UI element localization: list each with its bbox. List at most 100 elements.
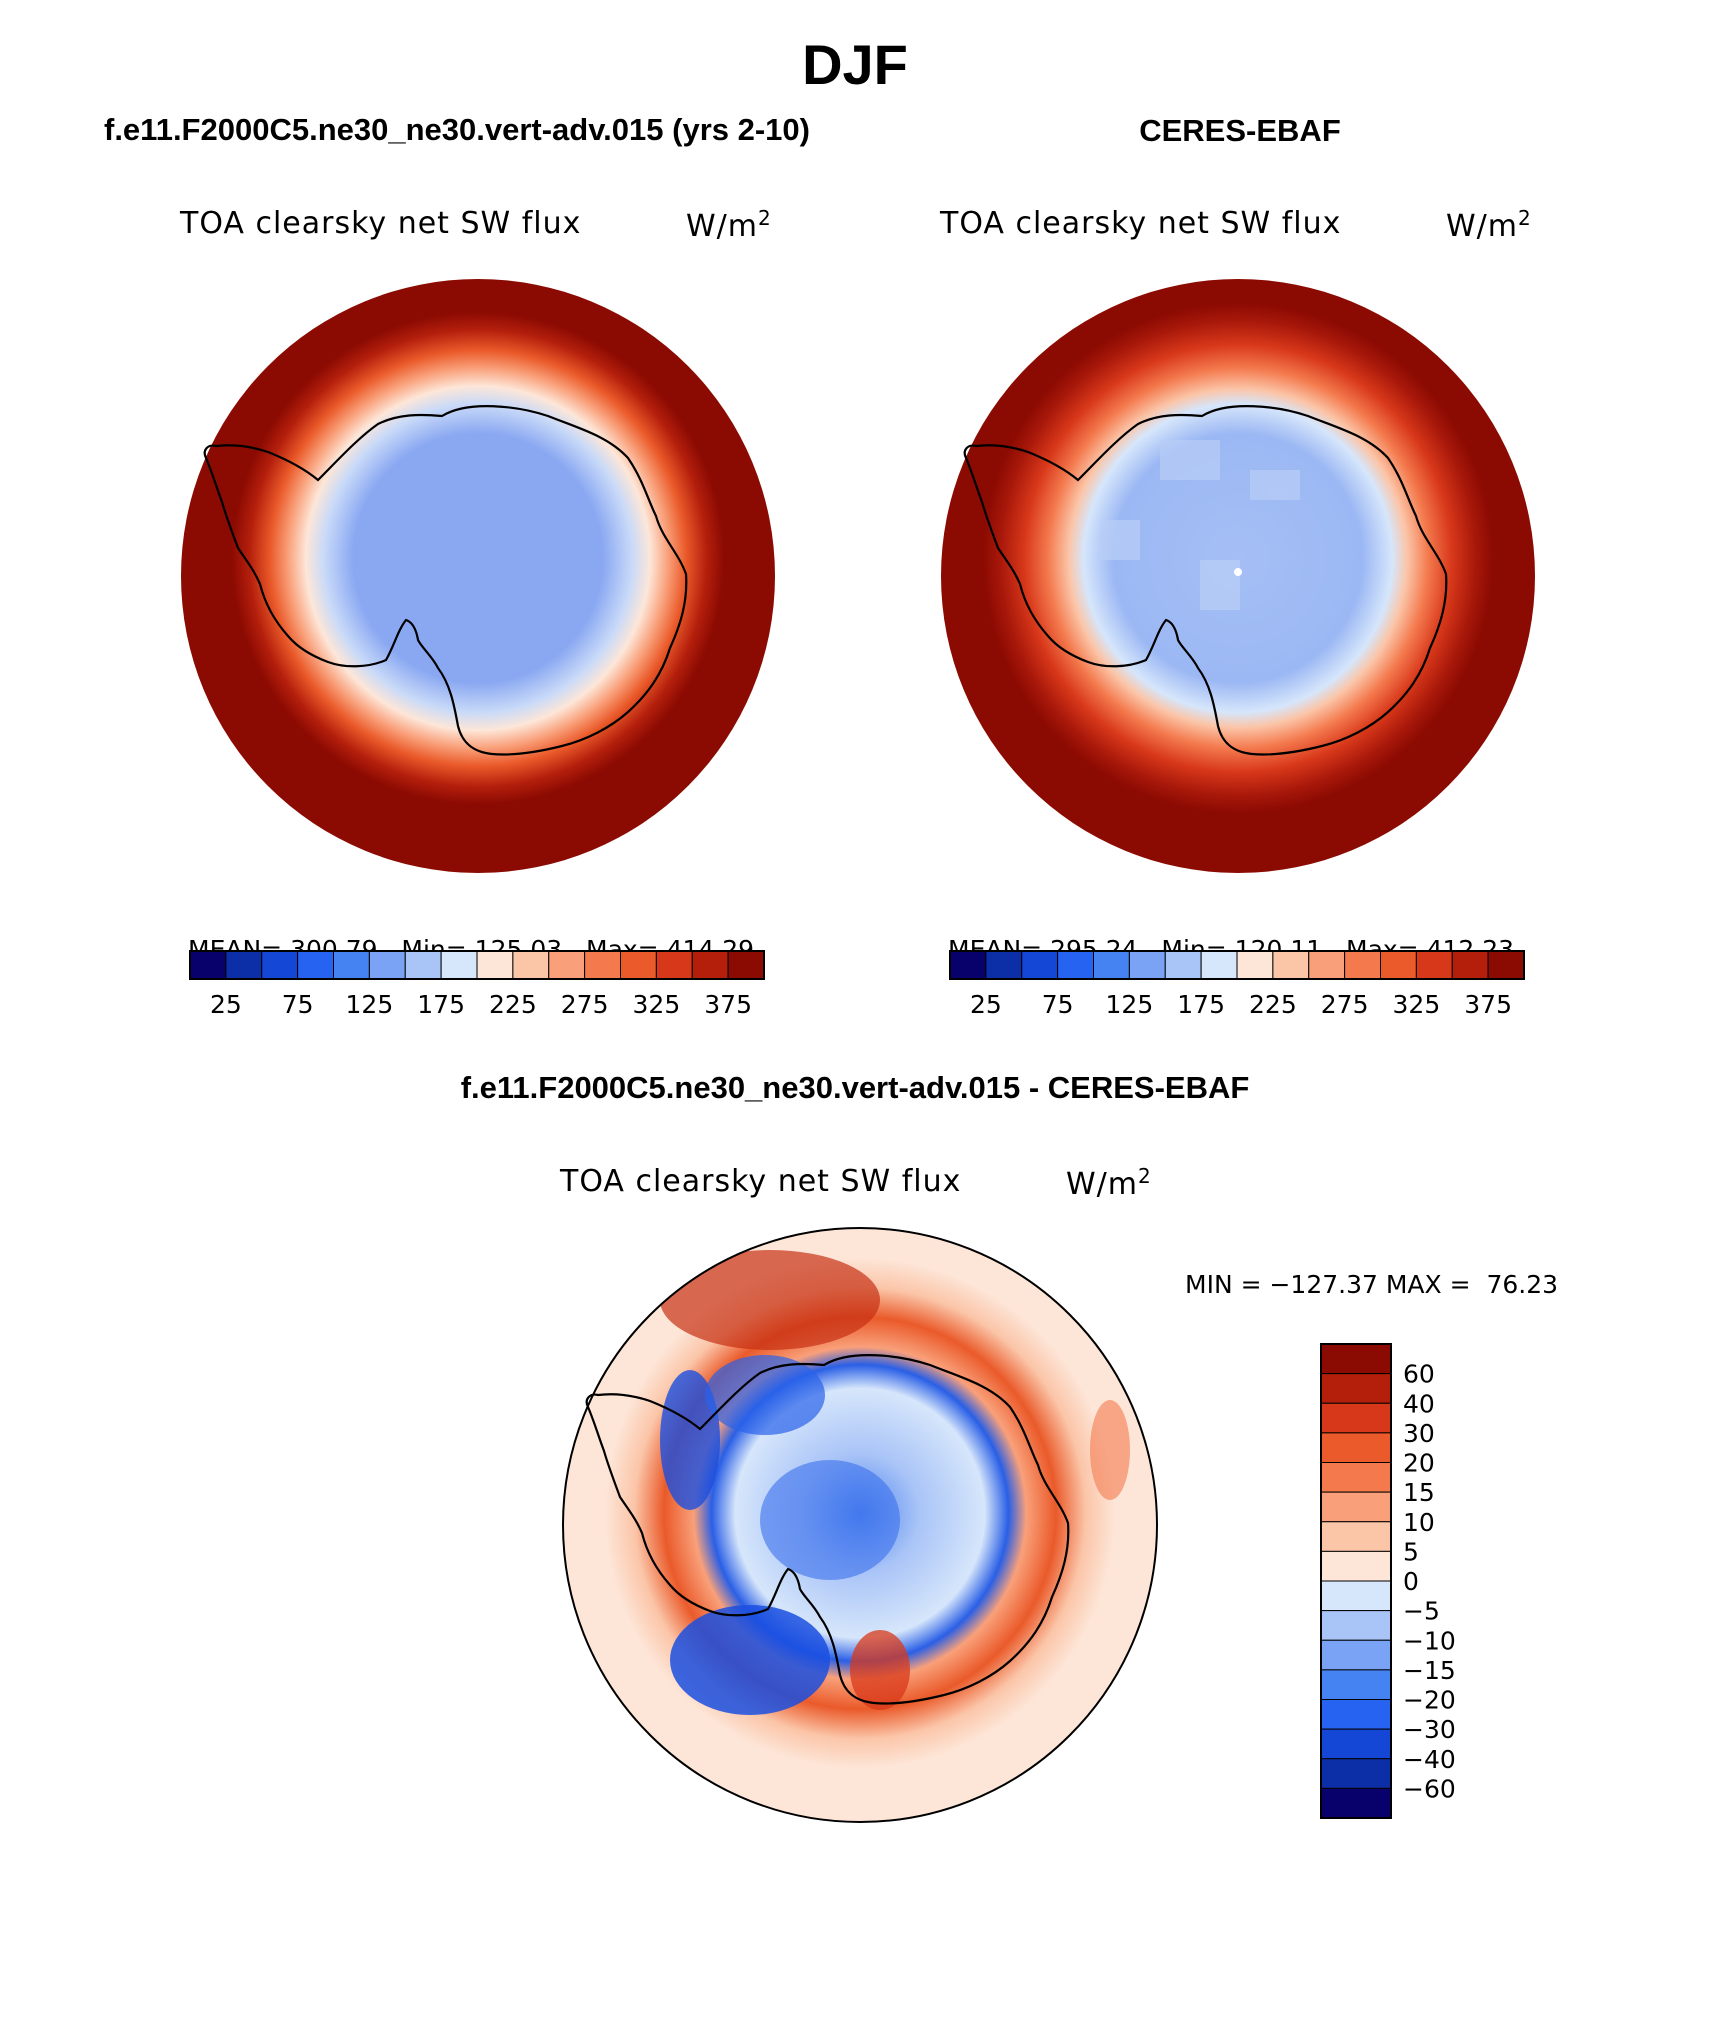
panel3-colorbar-cell bbox=[1320, 1580, 1392, 1612]
panel1-colorbar-cell bbox=[620, 950, 657, 980]
panel1-coastline bbox=[203, 405, 688, 756]
panel3-units: W/m2 bbox=[1066, 1164, 1152, 1202]
panel2-colorbar-cell bbox=[1057, 950, 1094, 980]
panel3-colorbar-tick-label: 60 bbox=[1403, 1360, 1435, 1389]
panel3-colorbar-tick-label: 30 bbox=[1403, 1419, 1435, 1448]
panel1-colorbar-tick-label: 325 bbox=[633, 990, 681, 1019]
panel1-colorbar-cell bbox=[189, 950, 227, 980]
panel3-colorbar-cell bbox=[1320, 1402, 1392, 1434]
panel3-colorbar-frame bbox=[1320, 1343, 1392, 1819]
panel3-colorbar-cell bbox=[1320, 1550, 1392, 1582]
panel2-pole-marker bbox=[1234, 568, 1242, 576]
panel2-colorbar-cell bbox=[1093, 950, 1130, 980]
panel1-colorbar: 25 75 125 175 225 275 325 375 bbox=[189, 950, 765, 1019]
panel3-colorbar-tick-label: 15 bbox=[1403, 1478, 1435, 1507]
panel2-colorbar-cell bbox=[1236, 950, 1274, 980]
panel2-units: W/m2 bbox=[1446, 206, 1532, 244]
panel2-colorbar-tick-label: 325 bbox=[1393, 990, 1441, 1019]
panel3-label: f.e11.F2000C5.ne30_ne30.vert-adv.015 - C… bbox=[460, 1070, 1250, 1105]
panel2-title: TOA clearsky net SW flux bbox=[940, 206, 1342, 241]
panel1-units-text: W/m bbox=[686, 209, 758, 244]
panel3-colorbar-tick-label: −5 bbox=[1403, 1597, 1440, 1626]
panel1-units-sup: 2 bbox=[758, 206, 772, 230]
panel2-units-text: W/m bbox=[1446, 209, 1518, 244]
panel2-colorbar-cell bbox=[1451, 950, 1489, 980]
panel3-title: TOA clearsky net SW flux bbox=[560, 1164, 962, 1199]
panel1-colorbar-cell bbox=[225, 950, 263, 980]
panel2-colorbar-cell bbox=[1487, 950, 1525, 980]
panel1-colorbar-cell bbox=[261, 950, 299, 980]
panel1-colorbar-tick-label: 225 bbox=[489, 990, 537, 1019]
panel2-colorbar-cell bbox=[1308, 950, 1346, 980]
panel2-colorbar: 25 75 125 175 225 275 325 375 bbox=[949, 950, 1525, 1019]
panel2-colorbar-cell bbox=[1272, 950, 1310, 980]
panel2-blocky-overlay bbox=[1100, 440, 1300, 610]
panel3-colorbar-cell bbox=[1320, 1373, 1392, 1404]
panel1-colorbar-cell bbox=[512, 950, 550, 980]
panel2-colorbar-frame bbox=[949, 950, 1525, 980]
panel3-colorbar-cell bbox=[1320, 1669, 1392, 1700]
panel3-colorbar-cell bbox=[1320, 1462, 1392, 1493]
panel3-units-sup: 2 bbox=[1138, 1164, 1152, 1188]
panel3-colorbar-cell bbox=[1320, 1728, 1392, 1760]
panel1-colorbar-cell bbox=[440, 950, 478, 980]
panel3-colorbar-tick-label: −30 bbox=[1403, 1715, 1456, 1744]
panel2-colorbar-cell bbox=[1380, 950, 1417, 980]
panel1-colorbar-cell bbox=[476, 950, 514, 980]
panel2-colorbar-cell bbox=[1164, 950, 1202, 980]
panel2-colorbar-cell bbox=[949, 950, 987, 980]
panel3-colorbar-cell bbox=[1320, 1610, 1392, 1641]
panel1-colorbar-frame bbox=[189, 950, 765, 980]
panel2-colorbar-cell bbox=[1200, 950, 1238, 980]
season-title: DJF bbox=[802, 33, 908, 96]
panel1-colorbar-cell bbox=[333, 950, 370, 980]
panel2-colorbar-tick-label: 225 bbox=[1249, 990, 1297, 1019]
panel3-boundary bbox=[562, 1227, 1158, 1823]
panel2-label: CERES-EBAF bbox=[1139, 113, 1341, 148]
panel3-colorbar-cell bbox=[1320, 1491, 1392, 1523]
panel3-colorbar-tick-label: −10 bbox=[1403, 1626, 1456, 1655]
panel1-colorbar-cell bbox=[368, 950, 406, 980]
panel2-colorbar-cell bbox=[1128, 950, 1166, 980]
panel3-units-text: W/m bbox=[1066, 1167, 1138, 1202]
panel1-units: W/m2 bbox=[686, 206, 772, 244]
panel1-colorbar-cell bbox=[655, 950, 693, 980]
panel3-colorbar-tick-label: −20 bbox=[1403, 1686, 1456, 1715]
panel3-colorbar-cell bbox=[1320, 1787, 1392, 1819]
panel2-colorbar-tick-label: 275 bbox=[1321, 990, 1369, 1019]
panel1-title: TOA clearsky net SW flux bbox=[180, 206, 582, 241]
panel3-colorbar-tick-label: 0 bbox=[1403, 1567, 1419, 1596]
panel1-colorbar-cell bbox=[584, 950, 621, 980]
colorbars: 25 75 125 175 225 275 325 375 25 75 125 175 225 275 32… bbox=[189, 950, 1525, 1819]
panel1-colorbar-tick-label: 25 bbox=[210, 990, 242, 1019]
panel2-colorbar-tick-label: 175 bbox=[1177, 990, 1225, 1019]
panel1-colorbar-tick-label: 175 bbox=[417, 990, 465, 1019]
panel2-colorbar-cell bbox=[985, 950, 1023, 980]
panel1-colorbar-tick-label: 125 bbox=[346, 990, 394, 1019]
panel2-colorbar-tick-label: 375 bbox=[1464, 990, 1512, 1019]
panel3-colorbar-cell bbox=[1320, 1432, 1392, 1463]
panel1-colorbar-cell bbox=[548, 950, 586, 980]
panel2-colorbar-cell bbox=[1021, 950, 1059, 980]
panel3-colorbar-tick-label: −60 bbox=[1403, 1774, 1456, 1803]
panel1-colorbar-cell bbox=[727, 950, 765, 980]
panel2-units-sup: 2 bbox=[1518, 206, 1532, 230]
panel1-field bbox=[181, 279, 775, 873]
panel3-colorbar-tick-label: 10 bbox=[1403, 1508, 1435, 1537]
panel1-map bbox=[181, 279, 775, 873]
panel3-minmax: MIN = −127.37 MAX = 76.23 bbox=[1185, 1270, 1559, 1299]
panel1-colorbar-tick-label: 275 bbox=[561, 990, 609, 1019]
panel3-coastline bbox=[585, 1354, 1070, 1705]
panel3-colorbar-tick-label: −15 bbox=[1403, 1656, 1456, 1685]
panel2-coastline bbox=[963, 405, 1448, 756]
panel3-map bbox=[562, 1227, 1158, 1823]
panel2-colorbar-tick-label: 25 bbox=[970, 990, 1002, 1019]
panel1-label: f.e11.F2000C5.ne30_ne30.vert-adv.015 (yr… bbox=[104, 112, 810, 147]
panel3-colorbar-cell bbox=[1320, 1699, 1392, 1730]
panel3-colorbar-cell bbox=[1320, 1521, 1392, 1552]
panel3-colorbar-tick-label: 20 bbox=[1403, 1449, 1435, 1478]
panel3-colorbar-cell bbox=[1320, 1639, 1392, 1671]
